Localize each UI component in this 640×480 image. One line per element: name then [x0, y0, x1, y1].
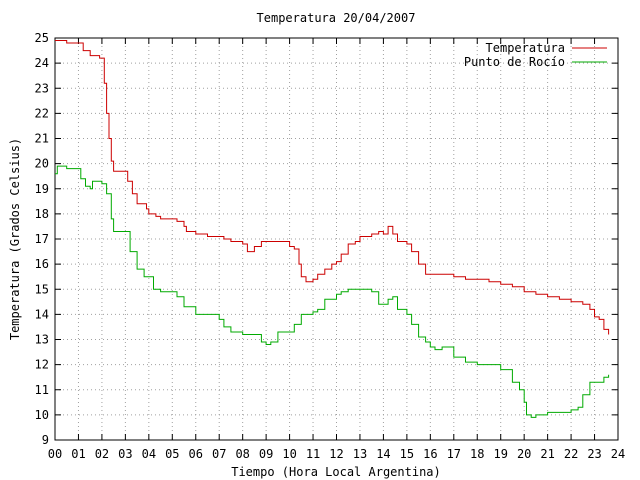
y-tick-label: 11 — [35, 383, 49, 397]
grid-lines — [55, 38, 618, 440]
series-line-1 — [55, 165, 610, 418]
y-tick-label: 15 — [35, 282, 49, 296]
x-tick-label: 15 — [400, 447, 414, 461]
x-tick-label: 21 — [540, 447, 554, 461]
y-tick-label: 23 — [35, 81, 49, 95]
y-tick-label: 14 — [35, 307, 49, 321]
x-tick-label: 18 — [470, 447, 484, 461]
y-ticks: 9 10 11 12 13 14 15 16 17 18 19 20 21 22 23 24 25 — [35, 31, 618, 447]
x-tick-label: 12 — [329, 447, 343, 461]
series-lines — [55, 40, 610, 418]
x-tick-label: 09 — [259, 447, 273, 461]
x-tick-label: 00 — [48, 447, 62, 461]
x-tick-label: 11 — [306, 447, 320, 461]
x-tick-label: 16 — [423, 447, 437, 461]
y-tick-label: 20 — [35, 157, 49, 171]
x-tick-label: 13 — [353, 447, 367, 461]
x-axis-label: Tiempo (Hora Local Argentina) — [231, 465, 441, 479]
y-tick-label: 19 — [35, 182, 49, 196]
x-tick-label: 04 — [142, 447, 156, 461]
legend-label: Temperatura — [486, 41, 565, 55]
x-tick-label: 22 — [564, 447, 578, 461]
x-ticks: 00 01 02 03 04 05 06 07 08 09 10 11 12 13 14 15 16 17 18 19… — [48, 38, 625, 461]
legend-label: Punto de Rocío — [464, 55, 565, 69]
x-tick-label: 20 — [517, 447, 531, 461]
x-tick-label: 06 — [189, 447, 203, 461]
y-tick-label: 16 — [35, 257, 49, 271]
x-tick-label: 01 — [71, 447, 85, 461]
y-tick-label: 22 — [35, 106, 49, 120]
y-tick-label: 10 — [35, 408, 49, 422]
chart-title: Temperatura 20/04/2007 — [257, 11, 416, 25]
y-tick-label: 9 — [42, 433, 49, 447]
x-tick-label: 05 — [165, 447, 179, 461]
x-tick-label: 03 — [118, 447, 132, 461]
x-tick-label: 07 — [212, 447, 226, 461]
x-tick-label: 17 — [447, 447, 461, 461]
y-tick-label: 17 — [35, 232, 49, 246]
y-tick-label: 18 — [35, 207, 49, 221]
y-axis-label: Temperatura (Grados Celsius) — [8, 138, 22, 340]
series-line-0 — [55, 40, 610, 335]
y-tick-label: 13 — [35, 333, 49, 347]
y-tick-label: 25 — [35, 31, 49, 45]
x-tick-label: 19 — [493, 447, 507, 461]
y-tick-label: 21 — [35, 132, 49, 146]
x-tick-label: 23 — [587, 447, 601, 461]
x-tick-label: 24 — [611, 447, 625, 461]
x-tick-label: 14 — [376, 447, 390, 461]
y-tick-label: 12 — [35, 358, 49, 372]
x-tick-label: 10 — [282, 447, 296, 461]
x-tick-label: 02 — [95, 447, 109, 461]
x-tick-label: 08 — [235, 447, 249, 461]
y-tick-label: 24 — [35, 56, 49, 70]
